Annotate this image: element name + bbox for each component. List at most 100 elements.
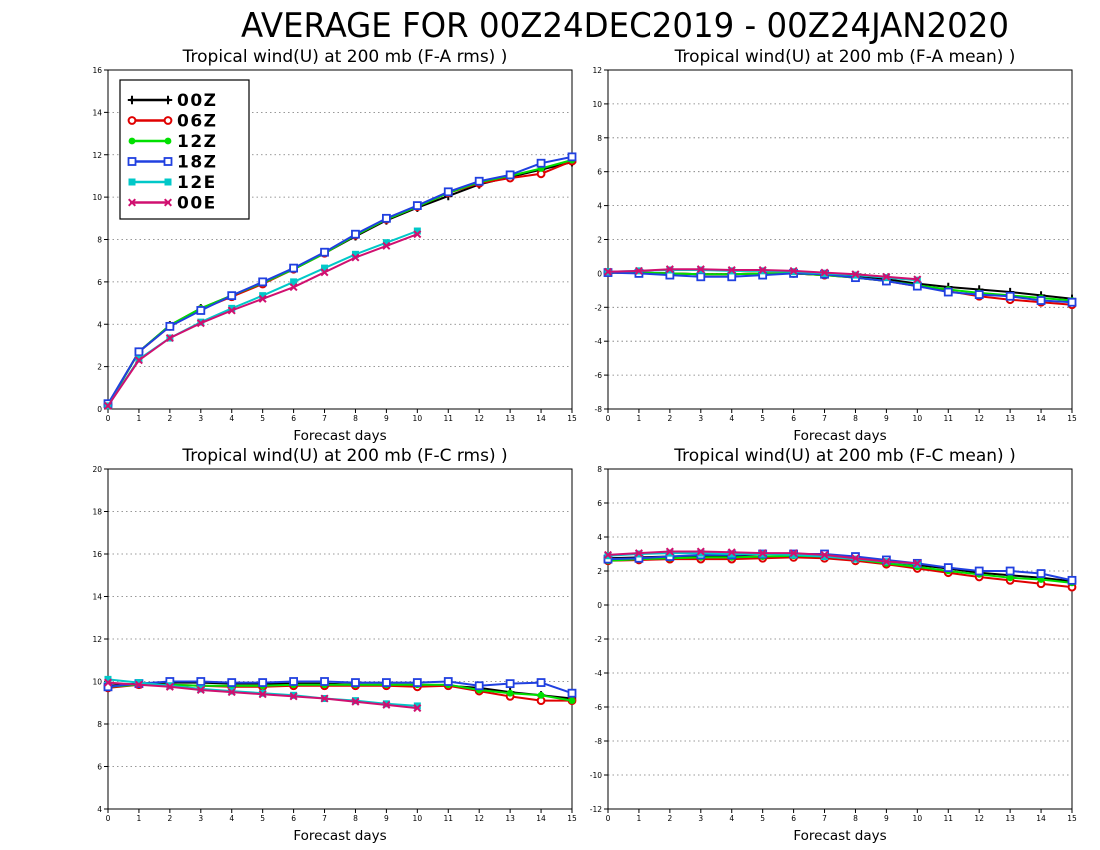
data-point [381, 213, 391, 223]
legend-box [119, 79, 250, 220]
data-point [382, 241, 391, 250]
data-point [537, 691, 545, 699]
data-point [1005, 566, 1015, 576]
data-point [820, 268, 829, 277]
x-tick-label: 0 [106, 414, 111, 423]
x-axis-label: Forecast days [793, 428, 886, 444]
data-point [165, 682, 174, 691]
data-point [104, 675, 112, 683]
data-point [567, 152, 577, 162]
data-point [382, 700, 391, 709]
x-tick-label: 9 [884, 414, 889, 423]
x-tick-label: 14 [536, 414, 546, 423]
x-tick-label: 14 [536, 814, 546, 823]
data-point [943, 287, 953, 297]
series-00e [603, 547, 922, 568]
data-point [259, 292, 267, 300]
data-point [974, 290, 984, 299]
y-tick-label: 8 [597, 465, 602, 474]
legend-marker [163, 116, 173, 125]
x-tick-label: 3 [198, 414, 203, 423]
y-tick-label: 2 [597, 236, 602, 245]
data-point [1006, 574, 1014, 582]
data-point [412, 678, 422, 687]
legend-label: 00Z [177, 91, 217, 111]
x-tick-label: 14 [1036, 814, 1046, 823]
x-tick-label: 15 [567, 414, 577, 423]
legend-marker [127, 95, 137, 105]
y-tick-label: 8 [597, 134, 602, 143]
x-tick-label: 1 [637, 414, 642, 423]
x-tick-label: 1 [637, 814, 642, 823]
x-tick-label: 13 [1005, 814, 1015, 823]
x-tick-label: 11 [443, 814, 453, 823]
legend-label: 06Z [177, 112, 217, 132]
y-tick-label: -10 [590, 771, 602, 780]
data-point [227, 291, 237, 301]
series-line-18z [607, 553, 1073, 582]
data-point [258, 277, 268, 287]
data-point [413, 230, 422, 239]
y-tick-label: 14 [92, 593, 102, 602]
y-tick-label: 8 [97, 720, 102, 729]
data-point [196, 685, 205, 695]
x-tick-label: 2 [667, 414, 672, 423]
y-tick-label: 10 [592, 100, 602, 109]
x-tick-label: 0 [606, 414, 611, 423]
data-point [634, 266, 643, 275]
plot-frame [107, 468, 573, 810]
x-tick-label: 11 [943, 414, 953, 423]
y-tick-label: -4 [595, 337, 603, 346]
series-line-00e [107, 233, 418, 407]
data-point [134, 680, 143, 689]
data-point [696, 272, 706, 282]
data-point [258, 294, 267, 303]
data-point [412, 201, 422, 211]
x-tick-label: 3 [198, 814, 203, 823]
data-point [943, 563, 953, 572]
x-tick-label: 13 [505, 814, 515, 823]
x-tick-label: 8 [353, 414, 358, 423]
x-tick-label: 4 [729, 414, 734, 423]
data-point [666, 549, 674, 557]
x-tick-label: 3 [698, 814, 703, 823]
data-point [290, 278, 298, 286]
series-00e [103, 230, 422, 410]
legend-marker [163, 95, 173, 105]
data-point [567, 688, 577, 698]
x-tick-label: 12 [474, 814, 484, 823]
data-point [103, 678, 113, 687]
x-axis-label: Forecast days [793, 828, 886, 844]
data-point [103, 401, 113, 410]
data-point [289, 677, 299, 686]
data-point [882, 557, 891, 566]
data-point [227, 678, 237, 687]
data-point [974, 566, 984, 576]
legend-marker [127, 116, 137, 125]
y-tick-label: -8 [595, 405, 603, 414]
data-point [196, 677, 206, 686]
x-tick-label: 0 [106, 814, 111, 823]
y-tick-label: 12 [92, 635, 102, 644]
series-line-06z [607, 556, 1073, 589]
x-tick-label: 4 [729, 814, 734, 823]
y-tick-label: -2 [595, 635, 603, 644]
y-tick-label: 12 [592, 66, 602, 75]
data-point [820, 550, 829, 559]
x-tick-label: 7 [322, 814, 327, 823]
data-point [727, 548, 736, 557]
data-point [1005, 291, 1015, 301]
data-point [696, 547, 705, 556]
x-tick-label: 15 [1067, 414, 1077, 423]
data-point [196, 319, 205, 328]
data-point [351, 250, 359, 258]
series-line-18z [107, 680, 573, 695]
y-tick-label: 16 [92, 66, 102, 75]
y-tick-label: 4 [97, 320, 102, 329]
x-tick-label: 8 [853, 814, 858, 823]
data-point [228, 304, 236, 312]
